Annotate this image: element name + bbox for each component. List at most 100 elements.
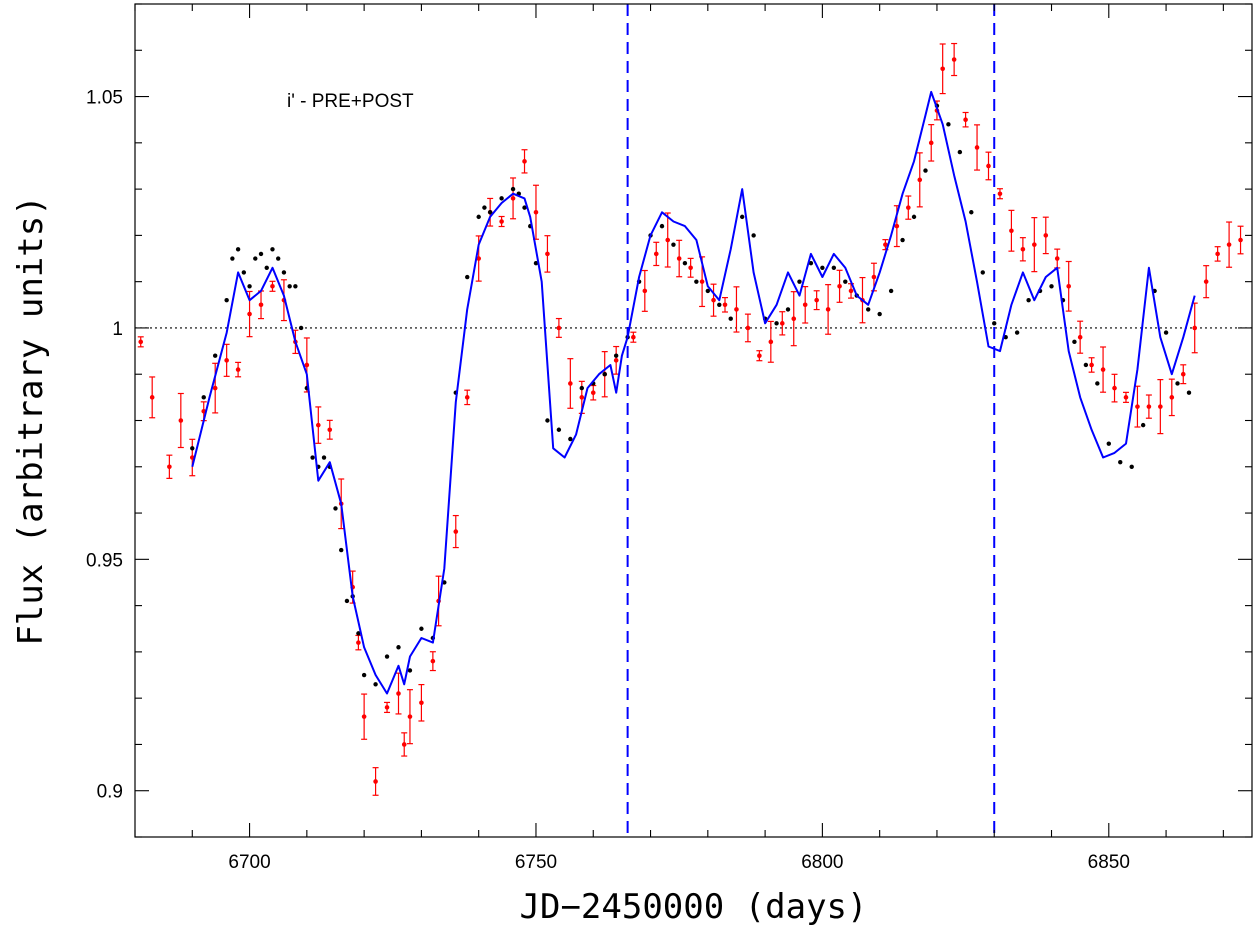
- model-point: [1015, 330, 1019, 334]
- model-point: [946, 122, 950, 126]
- model-point: [912, 215, 916, 219]
- model-point: [1130, 465, 1134, 469]
- model-point: [419, 627, 423, 631]
- model-point: [1141, 423, 1145, 427]
- y-tick-label: 1.05: [86, 88, 123, 109]
- model-point: [299, 326, 303, 330]
- observed-point: [167, 464, 172, 469]
- observed-point: [1135, 404, 1140, 409]
- observed-point: [1101, 367, 1106, 372]
- model-point: [224, 298, 228, 302]
- observed-point: [1181, 372, 1186, 377]
- observed-point: [499, 219, 504, 224]
- model-point: [820, 266, 824, 270]
- model-point: [339, 548, 343, 552]
- model-point: [545, 418, 549, 422]
- model-point: [614, 354, 618, 358]
- model-point: [694, 279, 698, 283]
- model-point: [843, 279, 847, 283]
- observed-point: [723, 303, 728, 308]
- model-point: [287, 284, 291, 288]
- observed-point: [259, 303, 264, 308]
- observed-point: [631, 335, 636, 340]
- model-point: [511, 187, 515, 191]
- model-point: [293, 284, 297, 288]
- model-point: [958, 150, 962, 154]
- y-tick-label: 1: [112, 319, 123, 340]
- observed-point: [580, 395, 585, 400]
- observed-point: [305, 363, 310, 368]
- observed-point: [465, 395, 470, 400]
- plot-frame: [135, 4, 1252, 837]
- model-point: [242, 270, 246, 274]
- observed-point: [356, 640, 361, 645]
- observed-point: [270, 284, 275, 289]
- model-point: [774, 321, 778, 325]
- model-point: [877, 312, 881, 316]
- observed-point: [213, 386, 218, 391]
- observed-point: [1021, 247, 1026, 252]
- model-point: [786, 307, 790, 311]
- observed-point: [557, 326, 562, 331]
- model-point: [310, 455, 314, 459]
- observed-point: [1043, 233, 1048, 238]
- model-point: [282, 270, 286, 274]
- model-point: [1084, 363, 1088, 367]
- observed-point: [1204, 279, 1209, 284]
- observed-point: [327, 427, 332, 432]
- observed-point: [1158, 404, 1163, 409]
- x-tick-label: 6750: [515, 852, 557, 873]
- observed-point: [711, 298, 716, 303]
- model-point: [1187, 391, 1191, 395]
- model-point: [603, 372, 607, 376]
- model-point: [333, 506, 337, 510]
- model-point: [992, 321, 996, 325]
- observed-point: [373, 779, 378, 784]
- y-axis-label: Flux (arbitrary units): [11, 195, 51, 645]
- observed-point: [522, 159, 527, 164]
- model-point: [247, 284, 251, 288]
- observed-point: [1147, 404, 1152, 409]
- observed-point: [316, 423, 321, 428]
- model-point: [236, 247, 240, 251]
- observed-point: [917, 178, 922, 183]
- model-point: [568, 437, 572, 441]
- observed-point: [419, 700, 424, 705]
- model-point: [660, 224, 664, 228]
- observed-point: [906, 205, 911, 210]
- model-point: [259, 252, 263, 256]
- observed-point: [986, 164, 991, 169]
- observed-point: [396, 691, 401, 696]
- model-point: [729, 316, 733, 320]
- model-point: [1164, 330, 1168, 334]
- x-tick-label: 6700: [228, 852, 270, 873]
- model-line: [192, 92, 1194, 694]
- x-axis-ticks: 6700 6750 6800 6850: [135, 4, 1223, 873]
- model-point: [981, 270, 985, 274]
- model-point: [396, 645, 400, 649]
- observed-point: [1009, 228, 1014, 233]
- x-axis-label: JD−2450000 (days): [520, 887, 868, 927]
- model-point: [499, 196, 503, 200]
- model-point: [1072, 340, 1076, 344]
- observed-point: [385, 705, 390, 710]
- model-point: [889, 289, 893, 293]
- x-tick-label: 6850: [1088, 852, 1130, 873]
- observed-point: [837, 284, 842, 289]
- model-point: [923, 168, 927, 172]
- observed-point: [1066, 284, 1071, 289]
- observed-point: [568, 381, 573, 386]
- observed-point: [803, 303, 808, 308]
- x-tick-label: 6800: [801, 852, 843, 873]
- observed-point: [1192, 326, 1197, 331]
- observed-point: [1089, 363, 1094, 368]
- model-point: [751, 233, 755, 237]
- chart-annotation: i' - PRE+POST: [287, 91, 414, 112]
- model-point: [213, 354, 217, 358]
- model-point: [362, 673, 366, 677]
- observed-point: [872, 275, 877, 280]
- observed-point: [940, 66, 945, 71]
- model-point: [276, 256, 280, 260]
- model-point: [1107, 441, 1111, 445]
- observed-point: [511, 196, 516, 201]
